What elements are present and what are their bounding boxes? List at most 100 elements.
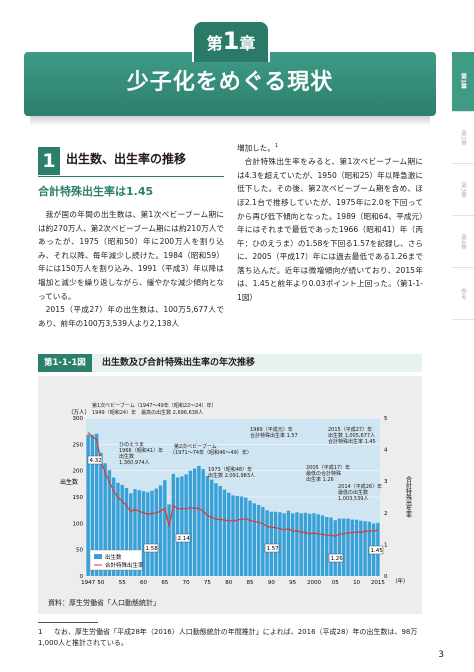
bar-2011	[359, 520, 363, 576]
bar-1980	[227, 492, 231, 576]
x-tick-1970: 70	[183, 580, 190, 586]
chapter-number: 1	[222, 27, 240, 55]
section-rule	[38, 176, 224, 177]
ann-first-boom-max: 1949（昭和24）年 最高の出生数 2,696,638人	[92, 409, 203, 416]
chapter-badge: 第1章	[192, 20, 270, 62]
y-left-tick-50: 50	[76, 548, 83, 554]
x-tick-1990: 90	[268, 580, 275, 586]
ann-second-boom-0: 第2次ベビーブーム	[174, 443, 217, 450]
bar-2005	[333, 520, 337, 576]
bar-1992	[278, 512, 282, 576]
bar-1953	[111, 477, 116, 576]
banner-shadow	[30, 116, 430, 126]
x-tick-1947: 1947	[81, 580, 95, 586]
bar-1968	[175, 477, 180, 576]
x-tick-1950: 50	[97, 580, 104, 586]
x-tick-2010: 10	[353, 580, 360, 586]
bar-1996	[295, 512, 299, 576]
bar-1974	[201, 469, 205, 576]
y-left-tick-250: 250	[73, 442, 84, 448]
right-column: 増加した。1 合計特殊出生率をみると、第1次ベビーブーム期には4.3を超えていた…	[237, 140, 423, 305]
x-tick-1960: 60	[140, 580, 147, 586]
side-tab-0[interactable]: 第1章	[452, 52, 474, 112]
ann-1973-1: 出生数 2,091,983人	[208, 472, 255, 479]
footnote-ref[interactable]: 1	[274, 143, 279, 149]
bar-2012	[363, 521, 367, 576]
bar-1973	[197, 465, 201, 576]
footnote-rule	[38, 622, 98, 623]
bar-2010	[354, 519, 359, 576]
right-paragraph: 合計特殊出生率をみると、第1次ベビーブーム期には4.3を超えていたが、1950（…	[237, 157, 423, 303]
ann-1973-0: 1973（昭和48）年	[208, 466, 252, 473]
ann-2015-1: 出生数 1,005,677人	[328, 432, 375, 439]
y-left-tick-100: 100	[73, 521, 84, 527]
side-tab-3[interactable]: 第4章	[452, 216, 474, 268]
tfr-line	[87, 432, 379, 537]
legend-bar-swatch	[94, 554, 102, 559]
y-right-tick-4: 4	[384, 448, 388, 454]
ann-2005-1: 最低の合計特殊	[306, 470, 341, 477]
bar-1962	[150, 490, 154, 576]
bar-1997	[299, 513, 303, 576]
y-right-tick-3: 3	[384, 479, 388, 485]
figure-header: 第1-1-1図 出生数及び合計特殊出生率の年次推移	[38, 354, 422, 372]
y-left-unit: （万人）	[68, 409, 90, 416]
bar-1964	[158, 485, 163, 576]
bar-1960	[141, 491, 146, 576]
chapter-banner	[24, 52, 436, 116]
bar-1958	[133, 489, 137, 576]
ann-hinoeuma-0: ひのえうま	[119, 442, 144, 448]
bar-2007	[342, 518, 346, 576]
bar-1961	[146, 492, 150, 576]
ann-1989-1: 合計特殊出生率 1.57	[250, 432, 298, 439]
y-left-tick-200: 200	[73, 469, 84, 475]
bar-1949	[94, 433, 99, 576]
ann-hinoeuma-2: 出生数	[119, 453, 134, 460]
side-tab-4[interactable]: 参考	[452, 268, 474, 320]
bar-1999	[307, 513, 312, 576]
bar-1951	[103, 463, 107, 576]
bar-2003	[325, 517, 329, 576]
ann-second-boom-1: （1971～74年（昭和46～49）年）	[170, 449, 252, 456]
side-tab-1[interactable]: 第2章	[452, 112, 474, 164]
bar-1954	[116, 482, 120, 576]
figure-title: 出生数及び合計特殊出生率の年次推移	[102, 358, 256, 368]
figure-label: 第1-1-1図	[38, 354, 92, 372]
chapter-suffix: 章	[239, 34, 256, 53]
bar-1952	[107, 470, 112, 576]
legend-births: 出生数	[105, 553, 122, 561]
y-left-tick-300: 300	[73, 416, 84, 422]
box-1973	[175, 533, 191, 543]
bar-1985	[248, 500, 252, 576]
x-tick-1965: 65	[161, 580, 168, 586]
side-tab-2[interactable]: 第3章	[452, 164, 474, 216]
bar-2006	[337, 518, 342, 576]
val-1973: 2.14	[178, 536, 191, 542]
bar-1948	[90, 434, 95, 576]
y-right-tick-5: 5	[384, 416, 388, 422]
annotations: 第1次ベビーブーム（1947～49年（昭和22～24）年） 1949（昭和24）…	[92, 402, 382, 502]
box-2005	[328, 553, 344, 563]
x-tick-1985: 85	[247, 580, 254, 586]
left-paragraph-1: 我が国の年間の出生数は、第1次ベビーブーム期には約270万人、第2次ベビーブーム…	[38, 210, 224, 301]
legend-box	[89, 549, 143, 571]
bar-1966	[167, 504, 171, 576]
ann-first-boom: 第1次ベビーブーム（1947～49年（昭和22～24）年）	[92, 402, 217, 409]
box-1966	[143, 543, 159, 553]
val-1989: 1.57	[267, 546, 280, 552]
page-number: 3	[438, 650, 444, 660]
bar-2001	[316, 514, 320, 576]
box-1949	[87, 455, 103, 465]
bar-2004	[329, 517, 333, 576]
ann-2014-0: 2014（平成26）年	[338, 483, 382, 490]
x-tick-1995: 95	[289, 580, 296, 586]
legend-tfr: 合計特殊出生率	[105, 561, 144, 569]
bar-1994	[286, 510, 291, 576]
bar-1965	[163, 480, 167, 576]
x-tick-1975: 75	[204, 580, 211, 586]
bar-1993	[282, 513, 286, 576]
bar-1995	[290, 513, 295, 576]
ann-2014-1: 最低の出生数	[338, 489, 368, 496]
